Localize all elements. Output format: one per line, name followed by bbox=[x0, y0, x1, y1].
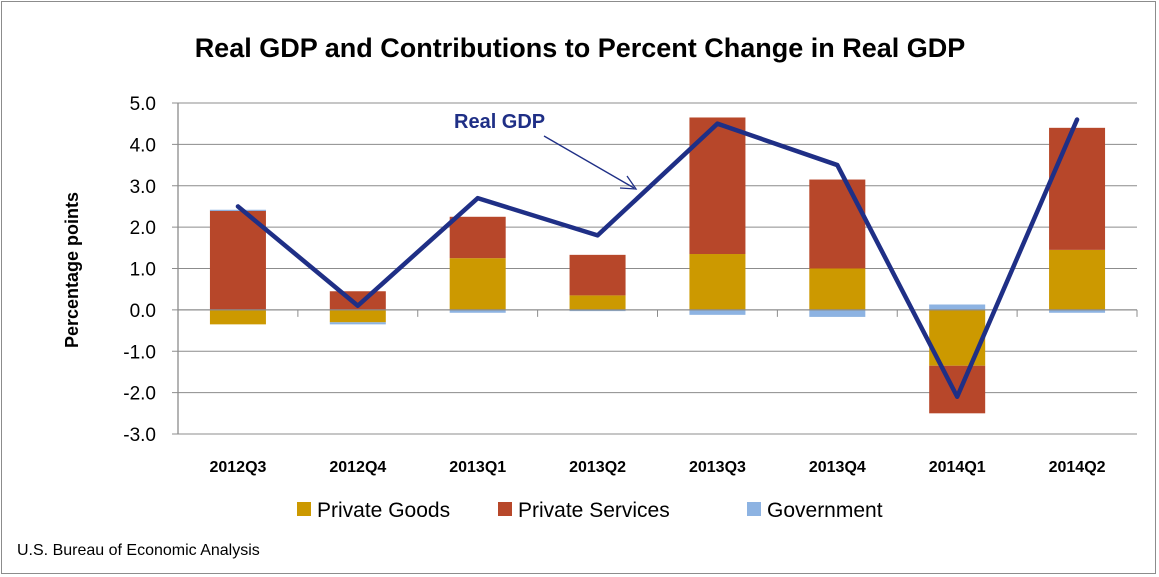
bar-private-services-2013q1 bbox=[449, 216, 506, 259]
bar-government-2012q3 bbox=[209, 209, 266, 211]
x-tick-labels: 2012Q3 2012Q4 2013Q1 2013Q2 2013Q3 2013Q4 2014… bbox=[209, 459, 1105, 476]
bar-government-2012q4 bbox=[329, 322, 386, 325]
chart-title: Real GDP and Contributions to Percent Ch… bbox=[195, 33, 966, 63]
bar-private-services-2014q1 bbox=[929, 365, 986, 414]
axes bbox=[177, 103, 1138, 434]
x-tick-label-2014q1: 2014Q1 bbox=[929, 459, 986, 476]
x-tick-label-2012q4: 2012Q4 bbox=[329, 459, 386, 476]
bar-private-services-2012q3 bbox=[209, 210, 266, 310]
x-tick-label-2013q4: 2013Q4 bbox=[809, 459, 866, 476]
legend-label-private-services: Private Services bbox=[518, 499, 670, 522]
annotation-arrowhead bbox=[619, 175, 638, 190]
legend-label-private-goods: Private Goods bbox=[317, 499, 450, 522]
bar-government-2014q2 bbox=[1049, 309, 1106, 313]
bar-private-services-2013q4 bbox=[809, 179, 866, 269]
legend-swatch-private-services bbox=[498, 502, 512, 516]
x-tick-label-2012q3: 2012Q3 bbox=[209, 459, 266, 476]
y-tick-label: 1.0 bbox=[130, 260, 156, 281]
gridlines bbox=[172, 102, 1137, 435]
y-tick-label: 2.0 bbox=[130, 218, 156, 239]
y-tick-label: -3.0 bbox=[123, 425, 156, 446]
bar-government-2014q1 bbox=[929, 304, 986, 310]
real-gdp-annotation: Real GDP bbox=[454, 111, 545, 133]
y-tick-labels: -3.0 -2.0 -1.0 0.0 1.0 2.0 3.0 4.0 5.0 bbox=[123, 94, 156, 446]
bar-private-services-2013q2 bbox=[569, 254, 626, 296]
bar-government-2013q1 bbox=[449, 309, 506, 313]
y-tick-label: -2.0 bbox=[123, 384, 156, 405]
bar-private-goods-2012q4 bbox=[329, 309, 386, 323]
bar-private-services-2013q3 bbox=[689, 117, 746, 255]
legend-swatch-private-goods bbox=[297, 502, 311, 516]
y-tick-label: 0.0 bbox=[130, 301, 156, 322]
bar-private-services-2014q2 bbox=[1049, 127, 1106, 250]
x-tick-label-2013q3: 2013Q3 bbox=[689, 459, 746, 476]
real-gdp-line bbox=[235, 117, 1080, 400]
x-tick-label-2014q2: 2014Q2 bbox=[1049, 459, 1106, 476]
annotation-arrow-line bbox=[543, 135, 635, 189]
x-tick-label-2013q1: 2013Q1 bbox=[449, 459, 506, 476]
bar-private-goods-2013q1 bbox=[449, 258, 506, 310]
y-tick-label: 4.0 bbox=[130, 135, 156, 156]
bar-private-goods-2014q2 bbox=[1049, 249, 1106, 310]
bar-government-2013q3 bbox=[689, 309, 746, 315]
x-tick-label-2013q2: 2013Q2 bbox=[569, 459, 626, 476]
bar-private-goods-2013q2 bbox=[569, 295, 626, 310]
legend: Private Goods Private Services Government bbox=[297, 499, 883, 522]
gdp-line-group bbox=[235, 117, 1080, 400]
bar-government-2013q4 bbox=[809, 309, 866, 317]
y-tick-label: 5.0 bbox=[130, 94, 156, 115]
legend-swatch-government bbox=[747, 502, 761, 516]
y-tick-label: 3.0 bbox=[130, 177, 156, 198]
bar-private-goods-2013q3 bbox=[689, 254, 746, 310]
legend-label-government: Government bbox=[767, 499, 883, 522]
source-note: U.S. Bureau of Economic Analysis bbox=[17, 542, 260, 559]
annotation-group: Real GDP bbox=[454, 111, 638, 190]
y-tick-label: -1.0 bbox=[123, 342, 156, 363]
bar-private-goods-2012q3 bbox=[209, 309, 266, 325]
bar-private-goods-2013q4 bbox=[809, 268, 866, 310]
y-axis-label: Percentage points bbox=[62, 192, 82, 348]
